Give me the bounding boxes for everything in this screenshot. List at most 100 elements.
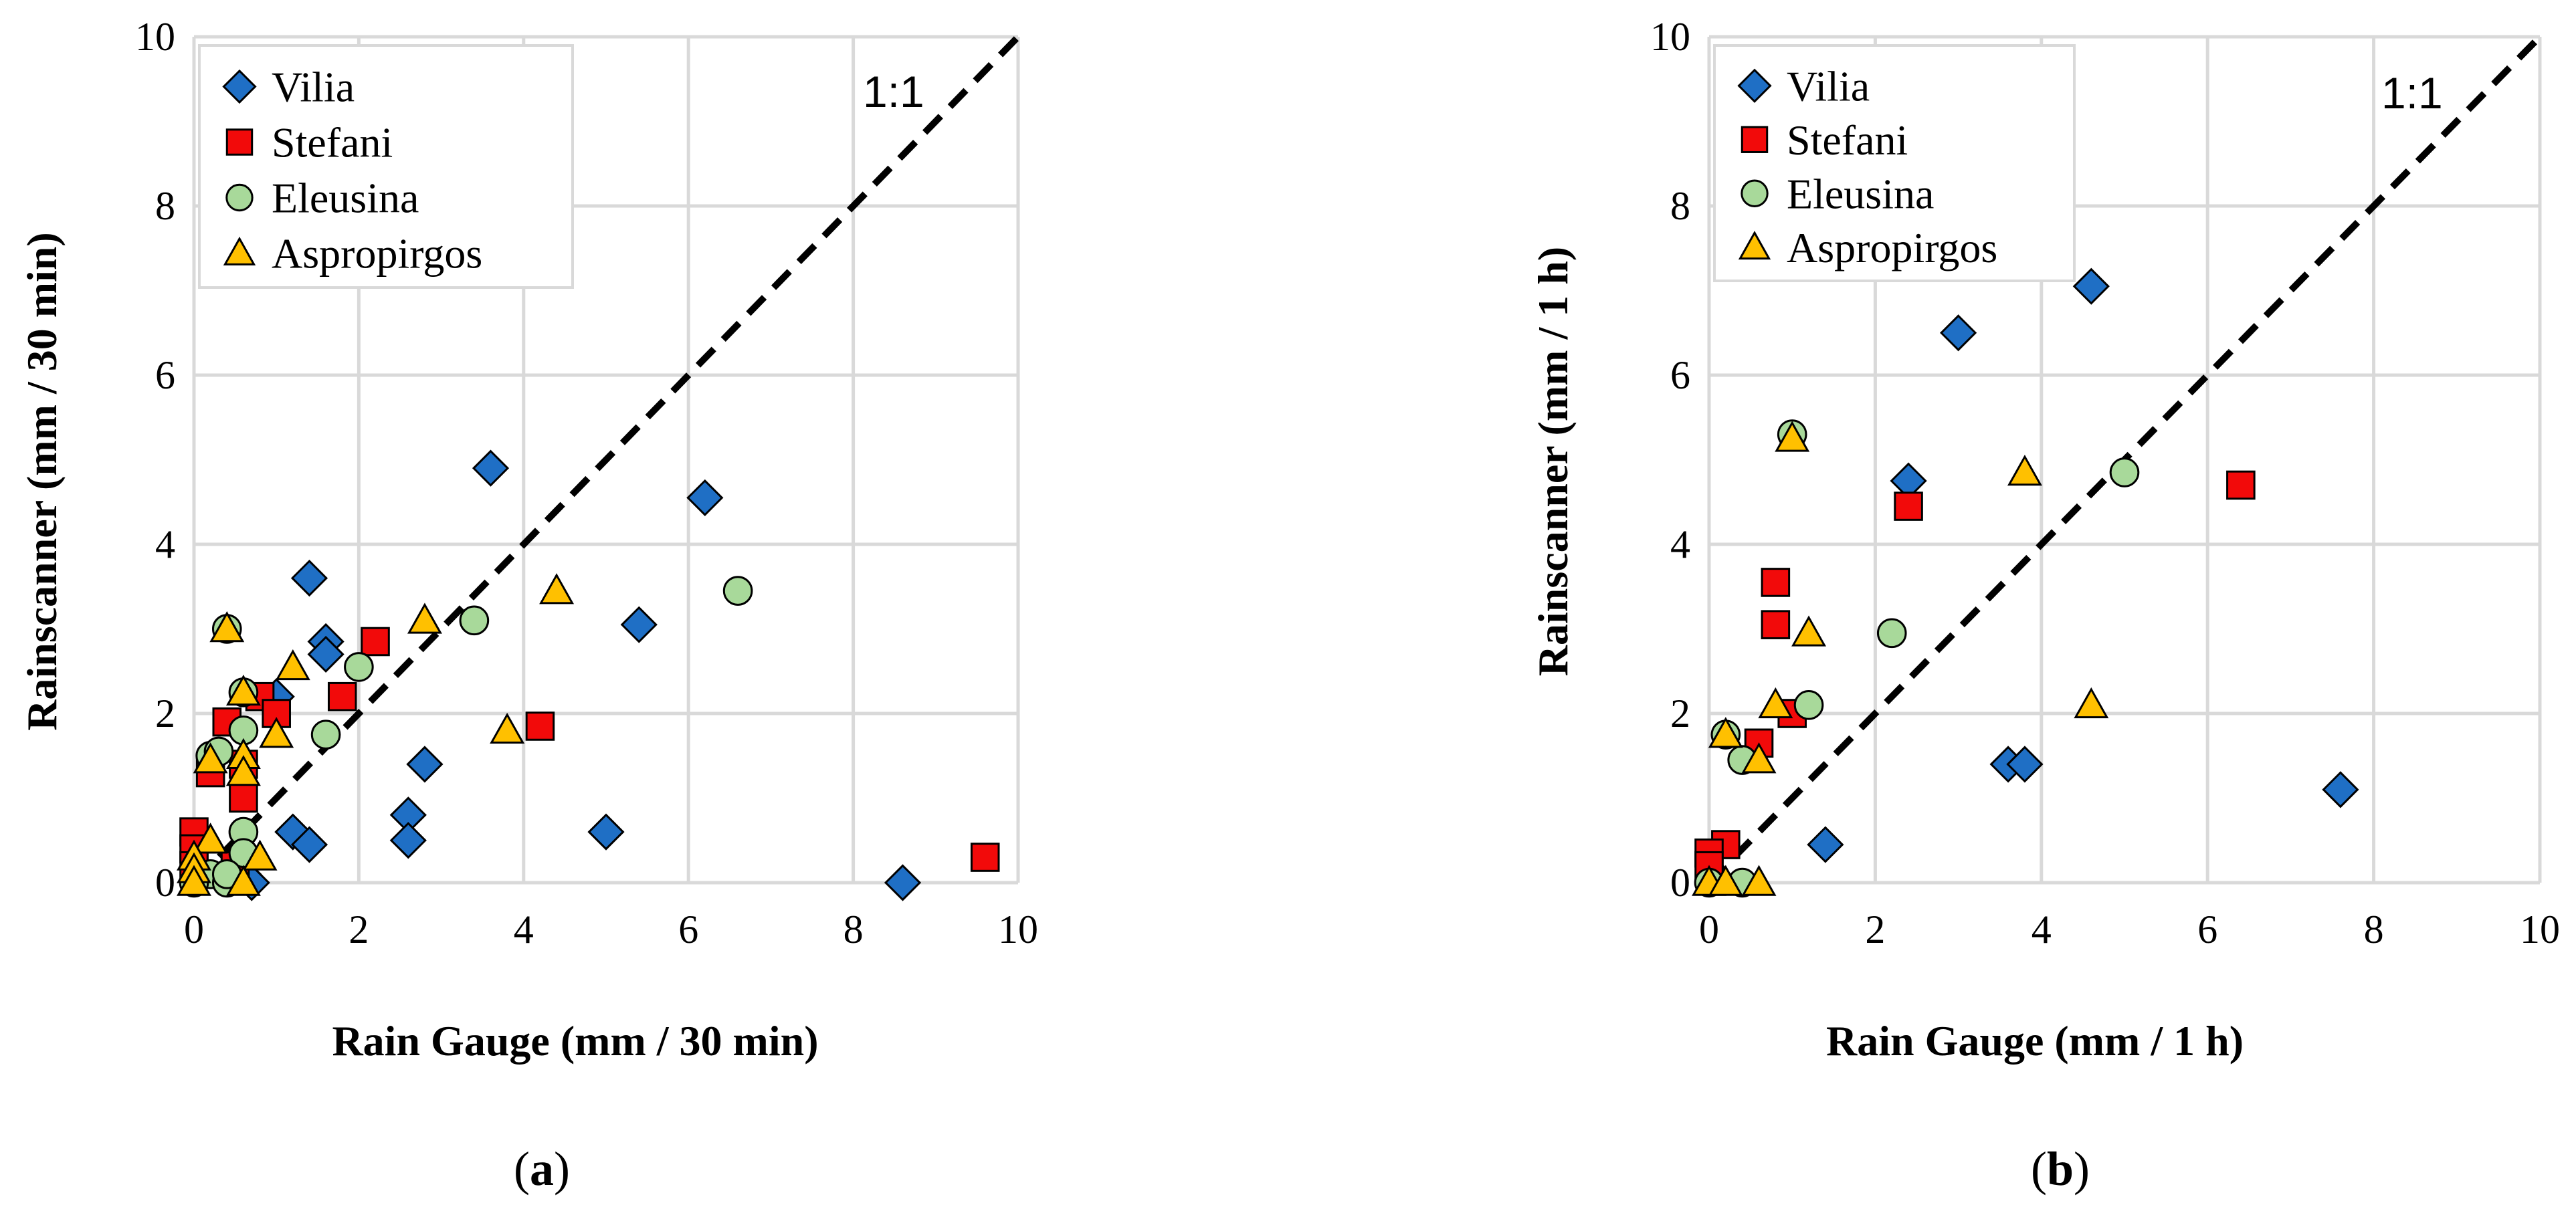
y-axis-title-a: Rainscanner (mm / 30 min) — [18, 232, 66, 730]
point-eleusina — [459, 605, 490, 636]
panel-caption-label-b: b — [2047, 1142, 2074, 1196]
point-stefani — [1761, 568, 1791, 597]
point-aspropirgos — [177, 865, 211, 896]
y-tick-label: 0 — [155, 861, 175, 905]
point-aspropirgos — [209, 611, 245, 643]
y-tick-label: 2 — [1670, 691, 1690, 736]
panel-caption-a: (a) — [514, 1142, 570, 1196]
legend-label-aspropirgos: Aspropirgos — [272, 230, 482, 278]
x-tick-label: 0 — [1699, 907, 1719, 952]
y-tick-label: 8 — [155, 184, 175, 228]
legend-marker-aspropirgos — [223, 236, 256, 265]
series-eleusina-a — [179, 576, 753, 898]
points-a — [177, 449, 1000, 901]
y-tick-label: 10 — [135, 15, 175, 59]
point-aspropirgos — [225, 865, 261, 896]
y-tick-label: 6 — [1670, 353, 1690, 397]
point-vilia — [686, 479, 724, 517]
points-b — [1692, 267, 2359, 898]
point-vilia — [2322, 771, 2359, 808]
point-vilia — [1807, 826, 1844, 863]
legend-marker-eleusina — [225, 183, 254, 212]
legend-item-vilia: Vilia — [1737, 62, 1870, 110]
y-tick-label: 4 — [155, 522, 175, 566]
y-tick-label: 0 — [1670, 861, 1690, 905]
point-aspropirgos — [259, 717, 294, 748]
series-vilia-b — [1807, 267, 2359, 863]
point-aspropirgos — [193, 822, 228, 854]
x-tick-label: 2 — [1865, 907, 1885, 952]
point-aspropirgos — [1708, 865, 1743, 896]
x-tick-label: 8 — [844, 907, 864, 952]
legend-label-eleusina: Eleusina — [1787, 170, 1934, 217]
point-vilia — [2072, 267, 2110, 305]
point-stefani — [525, 711, 555, 741]
ticks-b: 0 2 4 6 8 10 0 2 4 6 8 10 — [1650, 15, 2560, 952]
point-eleusina — [344, 652, 374, 682]
point-stefani — [361, 627, 390, 657]
legend-marker-stefani — [1741, 126, 1769, 153]
point-aspropirgos — [193, 742, 228, 774]
x-tick-label: 6 — [2197, 907, 2217, 952]
point-stefani — [2226, 470, 2256, 500]
legend-item-aspropirgos: Aspropirgos — [223, 230, 482, 278]
ticks-a: 0 2 4 6 8 10 0 2 4 6 8 10 — [135, 15, 1038, 952]
series-aspropirgos-a — [177, 573, 575, 896]
panel-caption-label-a: a — [530, 1142, 554, 1196]
series-vilia-a — [225, 449, 922, 901]
point-vilia — [2006, 746, 2044, 783]
point-eleusina — [1793, 690, 1824, 720]
point-vilia — [620, 606, 658, 643]
x-tick-label: 10 — [2520, 907, 2560, 952]
point-aspropirgos — [242, 839, 278, 871]
legend-item-stefani: Stefani — [1741, 116, 1908, 164]
legend-label-stefani: Stefani — [1787, 116, 1908, 164]
x-axis-title-b: Rain Gauge (mm / 1 h) — [1826, 1017, 2244, 1065]
point-vilia — [307, 635, 344, 673]
point-aspropirgos — [1758, 687, 1793, 719]
point-aspropirgos — [1741, 865, 1777, 896]
point-aspropirgos — [1791, 615, 1827, 647]
point-aspropirgos — [2007, 455, 2042, 486]
legend-item-aspropirgos: Aspropirgos — [1738, 224, 1997, 271]
legend-item-eleusina: Eleusina — [225, 175, 419, 222]
legend-a: Vilia Stefani Eleusina Aspropirgos — [198, 44, 574, 289]
point-stefani — [1761, 610, 1791, 639]
x-tick-label: 8 — [2364, 907, 2384, 952]
y-axis-title-b: Rainscanner (mm / 1 h) — [1529, 247, 1577, 676]
legend-item-stefani: Stefani — [225, 119, 393, 167]
x-tick-label: 4 — [2032, 907, 2052, 952]
legend-marker-vilia — [1737, 68, 1772, 103]
x-tick-label: 10 — [998, 907, 1038, 952]
point-aspropirgos — [539, 573, 575, 604]
x-tick-label: 0 — [184, 907, 204, 952]
point-aspropirgos — [407, 602, 442, 634]
point-eleusina — [310, 720, 341, 750]
chart-panel-a: 1:1 0 2 4 6 8 10 0 2 4 6 8 10 Rain Gauge (mm / 30 m… — [18, 15, 1038, 1196]
point-stefani — [229, 783, 258, 813]
legend-label-vilia: Vilia — [272, 64, 355, 111]
point-aspropirgos — [490, 712, 525, 744]
y-tick-label: 4 — [1670, 522, 1690, 566]
legend-label-eleusina: Eleusina — [272, 175, 419, 222]
point-aspropirgos — [1775, 421, 1810, 452]
ratio-label-b: 1:1 — [2381, 68, 2443, 118]
point-aspropirgos — [225, 755, 261, 786]
legend-marker-aspropirgos — [1738, 231, 1771, 260]
legend-label-vilia: Vilia — [1787, 62, 1870, 110]
y-tick-label: 10 — [1650, 15, 1690, 59]
x-tick-label: 2 — [349, 907, 369, 952]
point-aspropirgos — [1741, 742, 1777, 774]
point-vilia — [472, 449, 510, 487]
legend-marker-stefani — [225, 128, 254, 156]
point-vilia — [884, 864, 922, 901]
point-vilia — [389, 822, 427, 859]
legend-item-eleusina: Eleusina — [1741, 170, 1934, 217]
point-aspropirgos — [275, 649, 310, 681]
series-aspropirgos-b — [1692, 421, 2109, 896]
point-aspropirgos — [225, 674, 261, 706]
y-tick-label: 2 — [155, 691, 175, 736]
point-stefani — [327, 681, 357, 711]
legend-box — [1713, 44, 2076, 282]
